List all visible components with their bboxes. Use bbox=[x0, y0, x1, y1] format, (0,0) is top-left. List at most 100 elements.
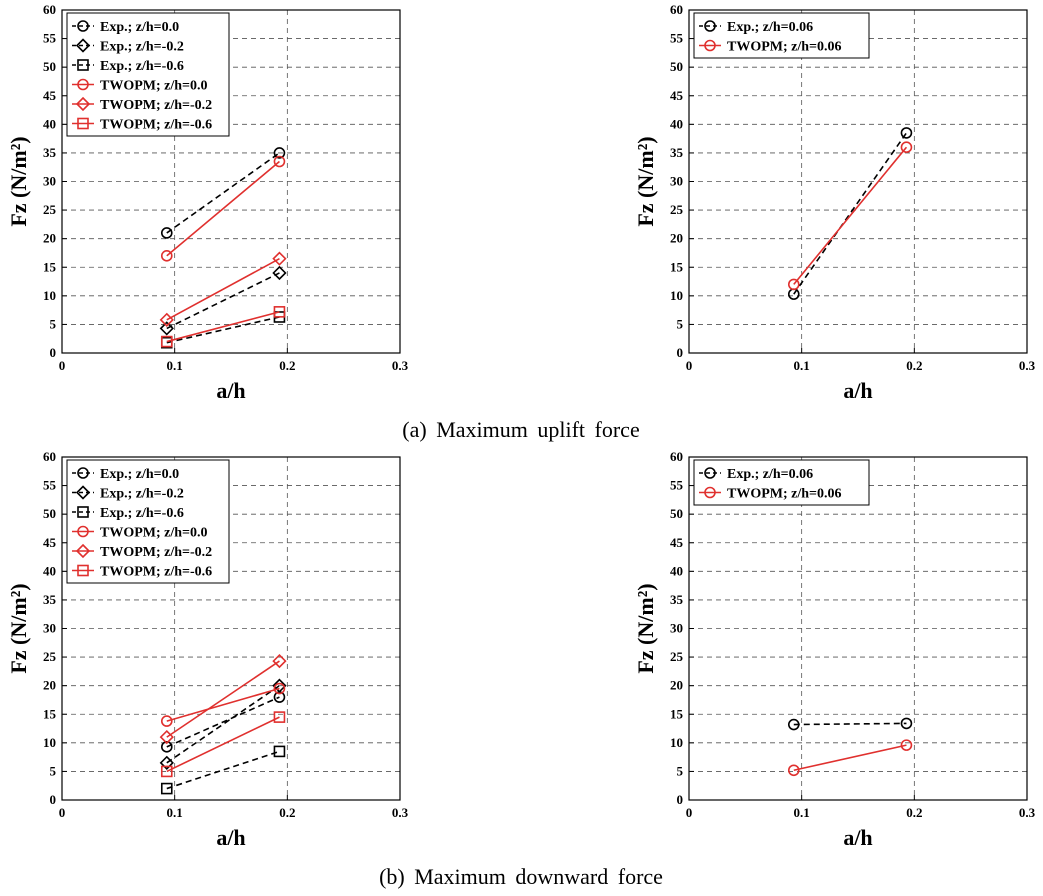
legend-box bbox=[693, 459, 870, 506]
y-tick-label: 5 bbox=[677, 316, 684, 331]
data-point-3 bbox=[160, 715, 173, 727]
y-tick-label: 25 bbox=[670, 202, 684, 217]
series-line-3 bbox=[166, 160, 280, 257]
y-tick-label: 50 bbox=[670, 59, 683, 74]
legend-entry: TWOPM; z/h=0.06 bbox=[727, 487, 842, 502]
y-tick-label: 15 bbox=[43, 259, 57, 274]
x-tick-label: 0.2 bbox=[279, 358, 295, 373]
series-line-4 bbox=[166, 660, 280, 738]
legend-marker bbox=[77, 78, 89, 91]
y-tick-label: 40 bbox=[670, 563, 683, 578]
series-line-5 bbox=[166, 716, 280, 773]
legend-marker bbox=[704, 39, 716, 52]
legend-entry: TWOPM; z/h=-0.6 bbox=[100, 118, 212, 133]
y-tick-label: 5 bbox=[50, 316, 57, 331]
y-tick-label: 10 bbox=[670, 735, 683, 750]
y-tick-label: 60 bbox=[43, 2, 56, 17]
legend-box bbox=[693, 12, 870, 59]
legend-box bbox=[66, 459, 230, 584]
y-tick-label: 50 bbox=[43, 59, 56, 74]
y-tick-label: 25 bbox=[670, 649, 684, 664]
plot-frame bbox=[61, 456, 401, 801]
legend-marker bbox=[77, 117, 89, 130]
series-line-0 bbox=[166, 152, 280, 234]
y-tick-label: 0 bbox=[50, 345, 57, 360]
data-point-3 bbox=[160, 250, 173, 262]
y-tick-label: 20 bbox=[670, 231, 683, 246]
y-tick-label: 45 bbox=[43, 88, 57, 103]
y-tick-label: 5 bbox=[677, 763, 684, 778]
legend-marker bbox=[75, 485, 91, 500]
y-tick-label: 10 bbox=[670, 288, 683, 303]
legend-entry: Exp.; z/h=-0.6 bbox=[100, 506, 184, 521]
y-tick-label: 30 bbox=[670, 174, 683, 189]
y-tick-label: 50 bbox=[670, 506, 683, 521]
y-tick-label: 60 bbox=[670, 2, 683, 17]
series-line-1 bbox=[793, 744, 907, 772]
data-point-1 bbox=[900, 739, 913, 751]
x-tick-label: 0.3 bbox=[1019, 805, 1036, 820]
x-tick-label: 0.1 bbox=[794, 805, 810, 820]
y-tick-label: 35 bbox=[670, 592, 684, 607]
legend-marker bbox=[704, 486, 716, 499]
x-tick-label: 0.3 bbox=[392, 358, 409, 373]
y-tick-label: 60 bbox=[43, 449, 56, 464]
y-tick-label: 50 bbox=[43, 506, 56, 521]
y-axis-label: Fz (N/m²) bbox=[633, 583, 658, 673]
x-tick-label: 0.2 bbox=[906, 805, 922, 820]
plot-frame bbox=[688, 9, 1028, 354]
data-point-0 bbox=[900, 717, 913, 730]
data-point-4 bbox=[272, 251, 287, 266]
data-point-1 bbox=[787, 764, 800, 777]
y-tick-label: 45 bbox=[670, 88, 684, 103]
y-tick-label: 35 bbox=[670, 145, 684, 160]
x-axis-label: a/h bbox=[216, 825, 245, 850]
data-point-1 bbox=[787, 278, 800, 291]
y-tick-label: 40 bbox=[670, 116, 683, 131]
data-point-1 bbox=[159, 755, 174, 770]
legend-entry: TWOPM; z/h=-0.2 bbox=[100, 545, 212, 560]
data-point-5 bbox=[273, 711, 286, 723]
series-line-1 bbox=[166, 272, 280, 330]
plot-frame bbox=[688, 456, 1028, 801]
series-line-0 bbox=[793, 132, 908, 295]
data-point-1 bbox=[900, 141, 913, 153]
y-tick-label: 35 bbox=[43, 145, 57, 160]
data-point-0 bbox=[273, 147, 286, 159]
data-point-4 bbox=[159, 312, 174, 327]
series-line-5 bbox=[166, 311, 280, 343]
legend-entry: Exp.; z/h=0.0 bbox=[100, 20, 179, 35]
y-tick-label: 15 bbox=[670, 259, 684, 274]
x-axis-label: a/h bbox=[843, 378, 872, 403]
data-point-1 bbox=[272, 265, 287, 281]
x-tick-label: 0.3 bbox=[1019, 358, 1036, 373]
chart-uplift-right: 0 5 10 15 20 25 30 35 40 45 50 55 60 0 0.1 0.2 0.3 a/h Fz … bbox=[633, 2, 1036, 403]
data-point-2 bbox=[160, 782, 173, 795]
x-tick-label: 0 bbox=[686, 358, 693, 373]
x-tick-label: 0 bbox=[59, 805, 66, 820]
chart-downward-right: 0 5 10 15 20 25 30 35 40 45 50 55 60 0 0.1 0.2 0.3 a/h Fz … bbox=[633, 449, 1036, 850]
data-point-0 bbox=[160, 741, 173, 753]
legend-entry: TWOPM; z/h=0.0 bbox=[100, 79, 208, 94]
legend-entry: Exp.; z/h=-0.6 bbox=[100, 59, 184, 74]
legend-marker bbox=[77, 564, 89, 577]
legend-entry: Exp.; z/h=0.06 bbox=[727, 467, 813, 482]
legend-entry: TWOPM; z/h=0.06 bbox=[727, 40, 842, 55]
series-line-3 bbox=[166, 687, 280, 722]
series-line-0 bbox=[793, 722, 907, 726]
series-line-1 bbox=[166, 685, 280, 764]
legend-marker bbox=[77, 20, 89, 32]
y-tick-label: 15 bbox=[670, 706, 684, 721]
chart-downward-left: 0 5 10 15 20 25 30 35 40 45 50 55 60 0 0.1 0.2 0.3 a/h Fz … bbox=[6, 449, 409, 850]
data-point-2 bbox=[273, 745, 286, 758]
legend-marker bbox=[75, 543, 91, 559]
data-point-5 bbox=[273, 306, 286, 318]
data-point-4 bbox=[272, 653, 287, 669]
y-tick-label: 55 bbox=[43, 478, 57, 493]
y-tick-label: 55 bbox=[670, 478, 684, 493]
data-point-4 bbox=[159, 729, 174, 745]
y-tick-label: 40 bbox=[43, 563, 56, 578]
y-tick-label: 10 bbox=[43, 288, 56, 303]
